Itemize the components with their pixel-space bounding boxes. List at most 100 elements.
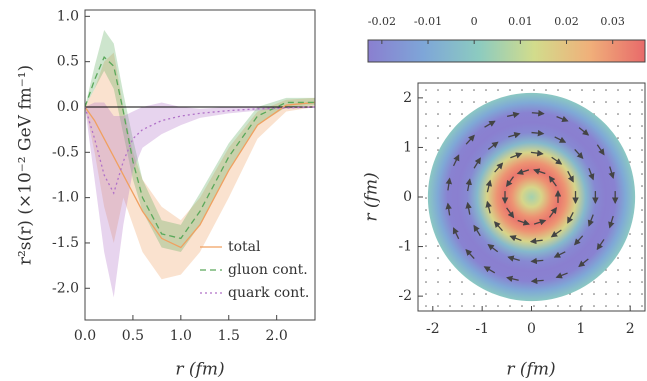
arrow: [608, 215, 615, 229]
arrow: [445, 177, 453, 191]
line: [85, 106, 315, 195]
arrow: [608, 166, 615, 179]
arrow: [516, 168, 530, 175]
x-tick-label: 2: [626, 321, 635, 337]
arrow: [596, 239, 605, 251]
colorbar-tick-label: 0.03: [600, 15, 625, 28]
y-tick-label: 0.0: [57, 99, 79, 115]
band: [85, 102, 315, 298]
line: [85, 56, 315, 240]
x-tick-label: 1.5: [218, 328, 240, 344]
arrow: [531, 109, 545, 117]
arrow: [494, 162, 504, 173]
arrow: [465, 201, 472, 215]
legend-label: quark cont.: [228, 285, 309, 301]
y-tick-label: 0.5: [57, 54, 79, 70]
arrow: [506, 111, 520, 119]
y-axis-label: r²s(r) (×10⁻² GeV fm⁻¹): [16, 65, 36, 265]
arrow: [507, 255, 520, 262]
arrow: [483, 266, 496, 274]
arrow: [533, 168, 546, 175]
y-axis-label: r (fm): [362, 172, 382, 221]
arrow: [553, 251, 566, 258]
arrow: [578, 258, 589, 268]
x-tick-label: 0: [527, 321, 536, 337]
arrow: [493, 221, 503, 232]
arrow: [567, 211, 574, 224]
arrow: [578, 127, 590, 136]
arrow: [465, 249, 475, 259]
arrow: [548, 175, 557, 187]
x-tick-label: 0.5: [122, 328, 144, 344]
arrow: [509, 235, 522, 242]
arrow: [485, 179, 493, 193]
y-tick-label: -0.5: [52, 144, 79, 160]
right-panel: [427, 92, 636, 302]
arrow: [587, 214, 594, 227]
y-tick-label: -1.5: [52, 235, 79, 251]
x-tick-label: 1: [576, 321, 585, 337]
arrow: [574, 148, 584, 159]
x-tick-label: 1.0: [170, 328, 192, 344]
arrow: [487, 243, 499, 253]
arrow: [465, 178, 472, 192]
x-tick-label: 2.0: [266, 328, 288, 344]
arrow: [530, 149, 544, 157]
colorbar-tick-label: -0.02: [368, 15, 396, 28]
legend-label: gluon cont.: [228, 262, 308, 278]
y-tick-label: 2: [403, 90, 412, 106]
x-tick-label: -2: [426, 321, 440, 337]
colorbar-tick-label: -0.01: [414, 15, 442, 28]
arrow: [567, 170, 574, 183]
y-tick-label: 1: [403, 139, 412, 155]
arrow: [473, 157, 481, 169]
y-tick-label: -2.0: [52, 280, 79, 296]
y-tick-label: -2: [398, 288, 412, 304]
arrow: [505, 176, 515, 188]
band: [85, 52, 315, 280]
arrow: [506, 207, 515, 219]
heat-disk: [427, 92, 636, 302]
colorbar-tick-label: 0.01: [508, 15, 533, 28]
x-axis-label: r (fm): [175, 360, 224, 380]
arrow: [548, 206, 558, 218]
arrow: [445, 202, 452, 216]
colorbar: [367, 39, 646, 63]
left-panel: [85, 15, 315, 320]
arrow: [530, 277, 544, 285]
arrow: [550, 229, 562, 238]
arrow: [517, 219, 530, 226]
y-tick-label: -1.0: [52, 190, 79, 206]
arrow: [506, 275, 519, 282]
y-tick-label: -1: [398, 239, 412, 255]
arrow: [529, 237, 543, 245]
arrow: [573, 235, 584, 246]
arrow: [530, 257, 544, 265]
arrow: [555, 272, 568, 279]
y-tick-label: 1.0: [57, 8, 79, 24]
arrow: [484, 120, 496, 128]
line: [85, 101, 315, 249]
arrow: [452, 227, 460, 240]
x-tick-label: 0.0: [74, 328, 96, 344]
x-axis-label: r (fm): [506, 360, 555, 380]
arrow: [508, 132, 521, 139]
arrow: [531, 129, 545, 137]
arrow: [554, 136, 567, 143]
arrow: [556, 115, 569, 122]
arrow: [551, 156, 563, 165]
legend-label: total: [228, 239, 261, 255]
colorbar-tick-label: 0: [471, 15, 478, 28]
left-frame: [84, 9, 316, 321]
arrow: [487, 141, 499, 150]
x-tick-label: -1: [475, 321, 489, 337]
arrow: [465, 134, 475, 145]
arrow: [485, 200, 492, 214]
arrow: [596, 144, 605, 156]
arrow: [473, 224, 481, 237]
arrow: [452, 154, 460, 167]
y-tick-label: 0: [403, 189, 412, 205]
colorbar-tick-label: 0.02: [554, 15, 579, 28]
arrow: [533, 219, 547, 226]
